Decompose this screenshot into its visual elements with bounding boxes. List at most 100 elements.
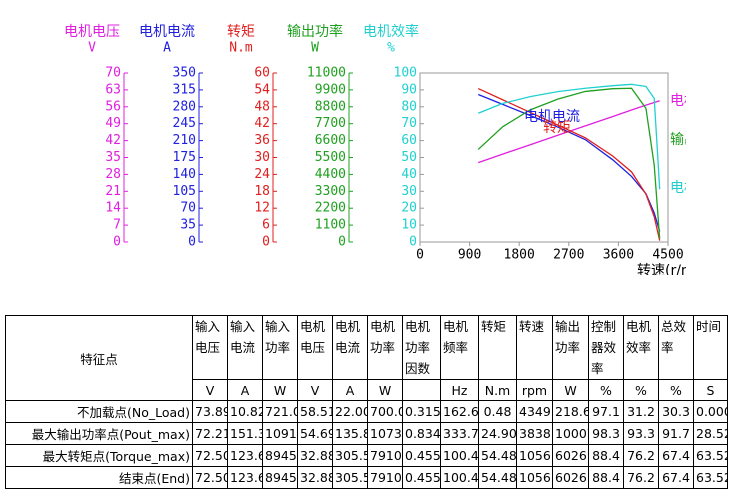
data-cell: 72.50 (192, 444, 228, 467)
data-cell: 6026 (552, 466, 589, 489)
y-tick-label: 5500 (315, 150, 346, 165)
y-tick-label: 1100 (315, 218, 346, 233)
y-tick-label: 6 (262, 218, 270, 233)
axis-unit: % (387, 41, 395, 56)
table-row: 特征点 输入电压 输入电流 输入功率 电机电压 电机电流 电机功率 电机功率因数 电机频率 转矩转… (5, 315, 728, 401)
y-tick-label: 0 (409, 235, 417, 250)
y-tick-label: 100 (394, 66, 417, 81)
data-cell: 54.48 (478, 444, 517, 467)
y-tick-label: 21 (105, 184, 121, 199)
data-cell: 63.52 (693, 466, 728, 489)
data-cell: 24.90 (478, 422, 517, 445)
axis-title: 电机电流 (139, 24, 195, 40)
x-axis-label: 转速(r/min) (637, 263, 713, 279)
data-cell: 305.5 (332, 444, 368, 467)
unit-cell: W (262, 379, 298, 401)
unit-cell: % (623, 379, 659, 401)
data-cell: 76.2 (623, 444, 659, 467)
header-cell: 转速 (516, 315, 553, 380)
data-cell: 123.6 (227, 466, 263, 489)
header-cell: 输入电压 (192, 315, 228, 380)
data-cell: 93.3 (623, 422, 659, 445)
y-tick-label: 60 (401, 133, 417, 148)
x-tick-label: 3600 (603, 248, 634, 263)
axis-unit: V (88, 41, 96, 56)
data-cell: 333.79 (440, 422, 479, 445)
end-label: 电机电压 (670, 93, 726, 109)
y-tick-label: 70 (401, 116, 417, 131)
data-cell: 63.52 (693, 444, 728, 467)
data-cell: 3838.3 (516, 422, 553, 445)
series-line (478, 100, 660, 164)
data-cell: 31.2 (623, 400, 659, 423)
y-tick-label: 42 (105, 133, 121, 148)
y-tick-label: 14 (105, 201, 121, 216)
y-tick-label: 70 (180, 201, 196, 216)
curve-label: 转矩 (543, 120, 571, 136)
data-cell: 10007 (552, 422, 589, 445)
series-line (477, 87, 661, 241)
y-tick-label: 12 (254, 201, 270, 216)
data-cell: 91.7 (658, 422, 694, 445)
unit-cell (402, 379, 441, 401)
y-tick-label: 18 (254, 184, 270, 199)
data-cell: 72.21 (192, 422, 228, 445)
axis-title: 电机效率 (363, 23, 419, 40)
data-cell: 10.82 (227, 400, 263, 423)
data-cell: 0.000 (693, 400, 728, 423)
y-tick-label: 42 (254, 116, 270, 131)
axis-title: 转矩 (227, 24, 255, 40)
y-tick-label: 36 (254, 133, 270, 148)
y-tick-label: 2200 (315, 201, 346, 216)
row-label: 最大转矩点(Torque_max) (5, 444, 193, 467)
y-tick-label: 63 (105, 82, 121, 97)
y-tick-label: 50 (401, 150, 417, 165)
data-cell: 123.6 (227, 444, 263, 467)
table-row: 结束点(End) 72.50 123.6 8945 32.88 305.5 7910 0.45… (5, 466, 728, 489)
data-cell: 0.315 (402, 400, 441, 423)
data-cell: 58.51 (297, 400, 333, 423)
row-label: 不加载点(No_Load) (5, 400, 193, 423)
data-cell: 32.88 (297, 444, 333, 467)
table-row: 最大输出功率点(Pout_max)72.21151.31091354.69135… (5, 422, 728, 445)
data-cell: 72.50 (192, 466, 228, 489)
data-cell: 8945 (262, 466, 298, 489)
x-tick-label: 0 (416, 248, 424, 263)
chart-area: 0 900 1800 2700 3600 4500转速(r/min)电机电压V071421… (64, 23, 726, 279)
data-cell: 305.5 (332, 466, 368, 489)
unit-cell: S (693, 379, 728, 401)
header-cell: 转矩 (478, 315, 517, 380)
series-line (477, 87, 661, 239)
data-cell: 162.68 (440, 400, 479, 423)
header-cell: 电机电压 (297, 315, 333, 380)
header-cell: 特征点 (5, 315, 193, 401)
data-cell: 22.00 (332, 400, 368, 423)
header-cell: 电机频率 (440, 315, 479, 380)
curve-label: 电机电流 (524, 109, 580, 125)
y-tick-label: 10 (401, 218, 417, 233)
axis-title: 输出功率 (287, 23, 343, 40)
data-cell: 1056.5 (516, 466, 553, 489)
data-cell: 218.6 (552, 400, 589, 423)
unit-cell: Hz (440, 379, 479, 401)
data-cell: 67.4 (658, 466, 694, 489)
data-cell: 721.0 (262, 400, 298, 423)
y-tick-label: 7 (113, 218, 121, 233)
data-cell: 6026 (552, 444, 589, 467)
header-cell: 总效率 (658, 315, 694, 380)
y-tick-label: 350 (173, 66, 196, 81)
y-tick-label: 0 (188, 235, 196, 250)
y-tick-label: 245 (173, 116, 196, 131)
y-tick-label: 30 (254, 150, 270, 165)
table-row: 不加载点(No_Load) 73.89 10.82 721.0 58.51 22.00 70… (5, 400, 728, 423)
x-tick-label: 4500 (652, 248, 683, 263)
header-cell: 电机效率 (623, 315, 659, 380)
end-label: 输出功率 (670, 131, 726, 148)
header-cell: 电机电流 (332, 315, 368, 380)
unit-cell: V (192, 379, 228, 401)
unit-cell: % (588, 379, 624, 401)
data-cell: 7910 (367, 444, 403, 467)
data-cell: 0.455 (402, 444, 441, 467)
